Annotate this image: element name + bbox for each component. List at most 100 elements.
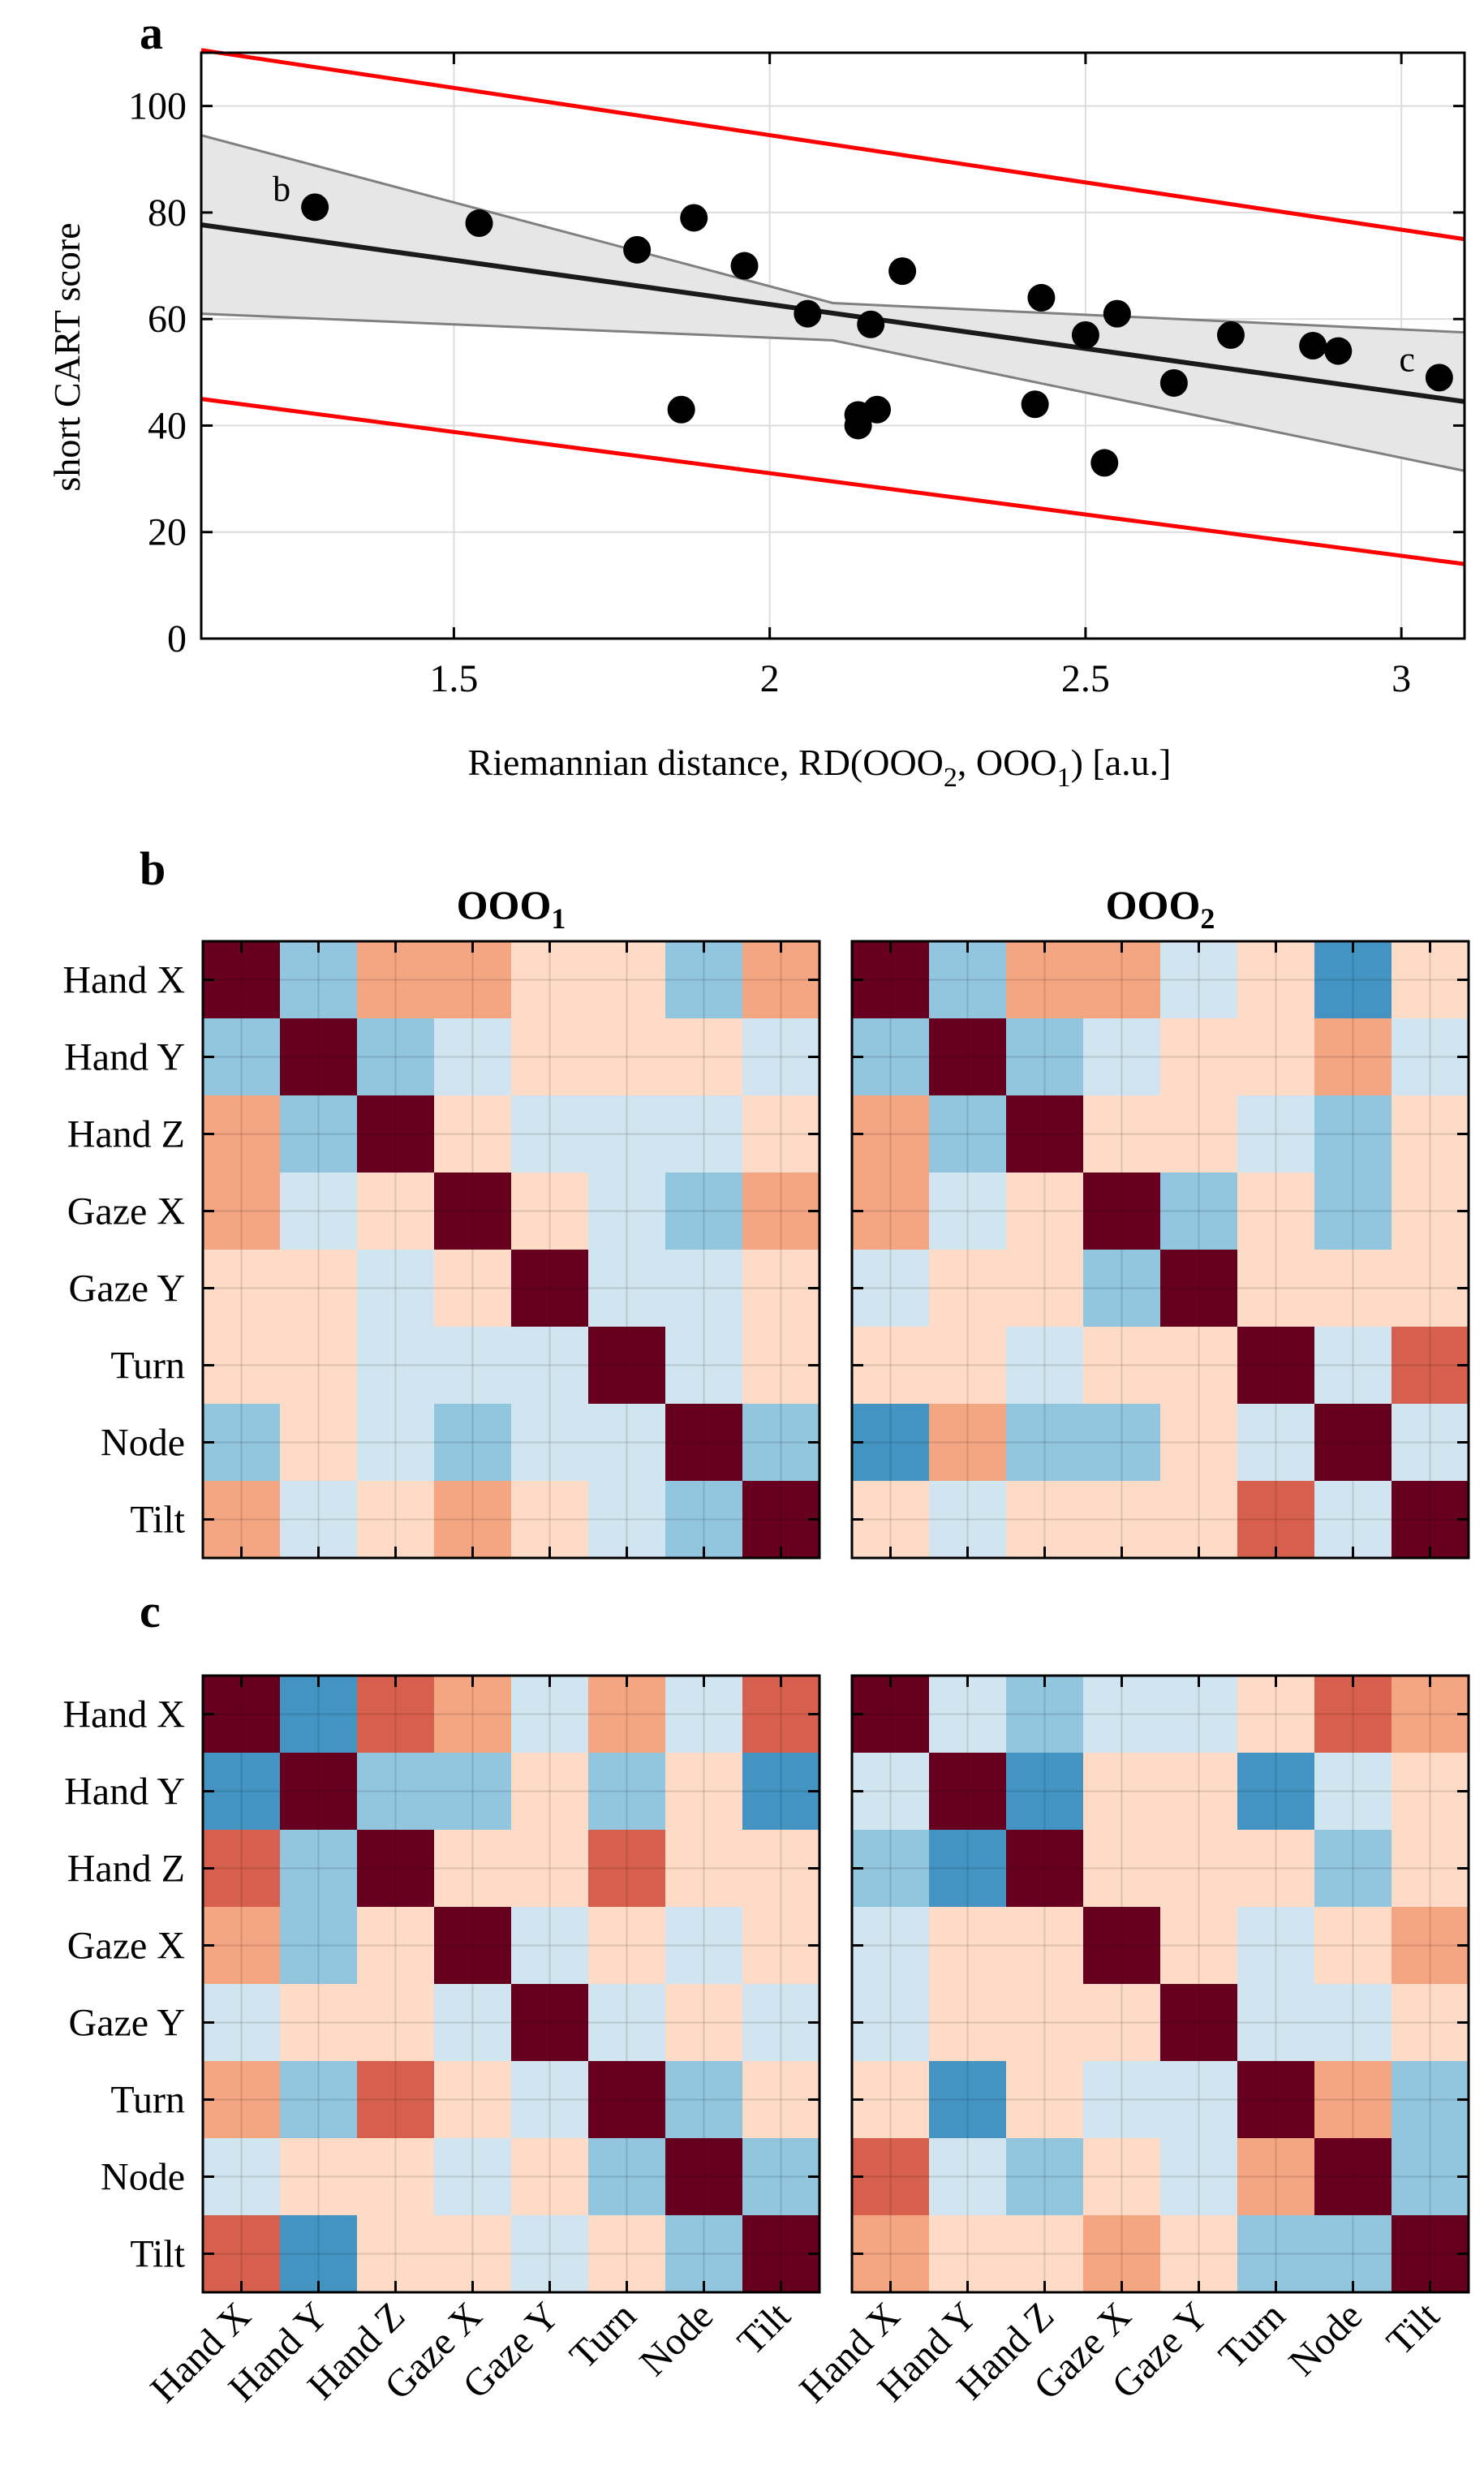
heatmap-cell — [357, 2138, 435, 2216]
heatmap-row-label: Gaze Y — [69, 1267, 185, 1310]
heatmap-cell — [434, 1481, 512, 1559]
heatmap-cell — [665, 1481, 743, 1559]
heatmap-cell — [357, 1250, 435, 1328]
heatmap-cell — [852, 1984, 930, 2062]
heatmap-cell — [434, 2061, 512, 2139]
heatmap-cell — [742, 1907, 820, 1985]
heatmap-cell — [742, 2215, 820, 2293]
heatmap-cell — [929, 1676, 1007, 1754]
heatmap-cell — [1314, 1830, 1392, 1908]
heatmap-cell — [1083, 941, 1161, 1019]
heatmap-cell — [1392, 1327, 1469, 1405]
heatmap-cell — [1237, 1984, 1315, 2062]
heatmap-cell — [588, 2215, 666, 2293]
heatmap-cell — [665, 1250, 743, 1328]
heatmap-cell — [1392, 941, 1469, 1019]
data-point — [667, 395, 695, 424]
heatmap-cell — [434, 1095, 512, 1173]
heatmap-cell — [929, 1327, 1007, 1405]
heatmap-cell — [1160, 941, 1238, 1019]
heatmap-cell — [1237, 1404, 1315, 1482]
scatter-bands — [200, 48, 1465, 566]
scatter-axes-box — [200, 51, 1466, 640]
data-point — [465, 209, 493, 238]
heatmap-cell — [203, 1676, 281, 1754]
heatmap-row-label: Hand Z — [67, 1848, 185, 1891]
heatmap-cell — [1392, 1018, 1469, 1096]
data-point — [301, 193, 329, 222]
heatmap-cell — [280, 1830, 358, 1908]
heatmap-cell — [665, 1830, 743, 1908]
heatmap-cell — [742, 1830, 820, 1908]
data-point — [1071, 321, 1099, 349]
data-point — [1159, 368, 1188, 397]
heatmap-cell — [1314, 1984, 1392, 2062]
heatmap-cell — [1083, 1250, 1161, 1328]
heatmap-cell — [929, 1481, 1007, 1559]
heatmap-cell — [1006, 1676, 1084, 1754]
heatmap-cell — [1392, 1830, 1469, 1908]
data-point — [862, 395, 891, 424]
heatmap-cell — [280, 1018, 358, 1096]
x-tick-label: 2.5 — [1061, 657, 1110, 700]
heatmap-cell — [742, 1404, 820, 1482]
x-tick-label: 1.5 — [429, 657, 478, 700]
heatmap-cell — [665, 1327, 743, 1405]
heatmap-cell — [852, 1095, 930, 1173]
heatmap-cell — [511, 2061, 589, 2139]
heatmap-cell — [1083, 1753, 1161, 1831]
heatmap-cell — [280, 1173, 358, 1250]
heatmap-cell — [511, 1404, 589, 1482]
heatmap-cell — [588, 1830, 666, 1908]
heatmap-cell — [1006, 2138, 1084, 2216]
heatmap-row-label: Hand Y — [64, 1771, 185, 1814]
heatmap-cell — [357, 1753, 435, 1831]
heatmap-cell — [1083, 1327, 1161, 1405]
heatmap-cell — [665, 1018, 743, 1096]
heatmap-cell — [511, 1676, 589, 1754]
heatmap-cell — [1392, 1753, 1469, 1831]
x-tick-label: 2 — [760, 657, 780, 700]
heatmap-cell — [280, 1676, 358, 1754]
heatmap-cell — [280, 1481, 358, 1559]
heatmap-cell — [1314, 1095, 1392, 1173]
heatmap-cell — [742, 1018, 820, 1096]
y-tick-label: 40 — [148, 404, 187, 447]
heatmap-cell — [511, 1830, 589, 1908]
heatmap-cell — [1006, 1018, 1084, 1096]
heatmap-cell — [1083, 1676, 1161, 1754]
heatmap-cell — [665, 2138, 743, 2216]
heatmap-cell — [588, 1984, 666, 2062]
heatmap-cell — [357, 1327, 435, 1405]
heatmap-cell — [1237, 1907, 1315, 1985]
heatmap-cell — [1083, 1173, 1161, 1250]
heatmap-cell — [852, 1250, 930, 1328]
heatmap-cell — [511, 1018, 589, 1096]
heatmap-cell — [280, 1753, 358, 1831]
heatmap-cell — [1160, 1404, 1238, 1482]
heatmap-cell — [203, 1173, 281, 1250]
heatmap-cell — [929, 2215, 1007, 2293]
heatmap-col-label: Tilt — [1379, 2294, 1448, 2364]
heatmap-cell — [280, 1907, 358, 1985]
heatmap-cell — [929, 1173, 1007, 1250]
y-tick-label: 100 — [128, 85, 187, 128]
heatmap-cell — [1314, 2061, 1392, 2139]
heatmap-b-1: OOO1 Hand X Hand Y Hand Z Gaze X Gaze Y Turn No… — [62, 882, 821, 1560]
heatmap-cell — [1006, 1327, 1084, 1405]
heatmap-cell — [1160, 2061, 1238, 2139]
heatmap-cell — [1083, 1404, 1161, 1482]
heatmap-cell — [665, 2215, 743, 2293]
y-tick-label: 60 — [148, 298, 187, 341]
heatmap-cell — [742, 2061, 820, 2139]
heatmap-cell — [929, 1018, 1007, 1096]
heatmap-cell — [1392, 2061, 1469, 2139]
heatmap-cell — [1314, 2215, 1392, 2293]
heatmap-cell — [434, 1753, 512, 1831]
heatmap-cell — [434, 2138, 512, 2216]
y-tick-label: 20 — [148, 511, 187, 554]
heatmap-cell — [1392, 1481, 1469, 1559]
heatmap-cell — [357, 1404, 435, 1482]
heatmap-cell — [588, 1481, 666, 1559]
heatmap-cell — [742, 1753, 820, 1831]
